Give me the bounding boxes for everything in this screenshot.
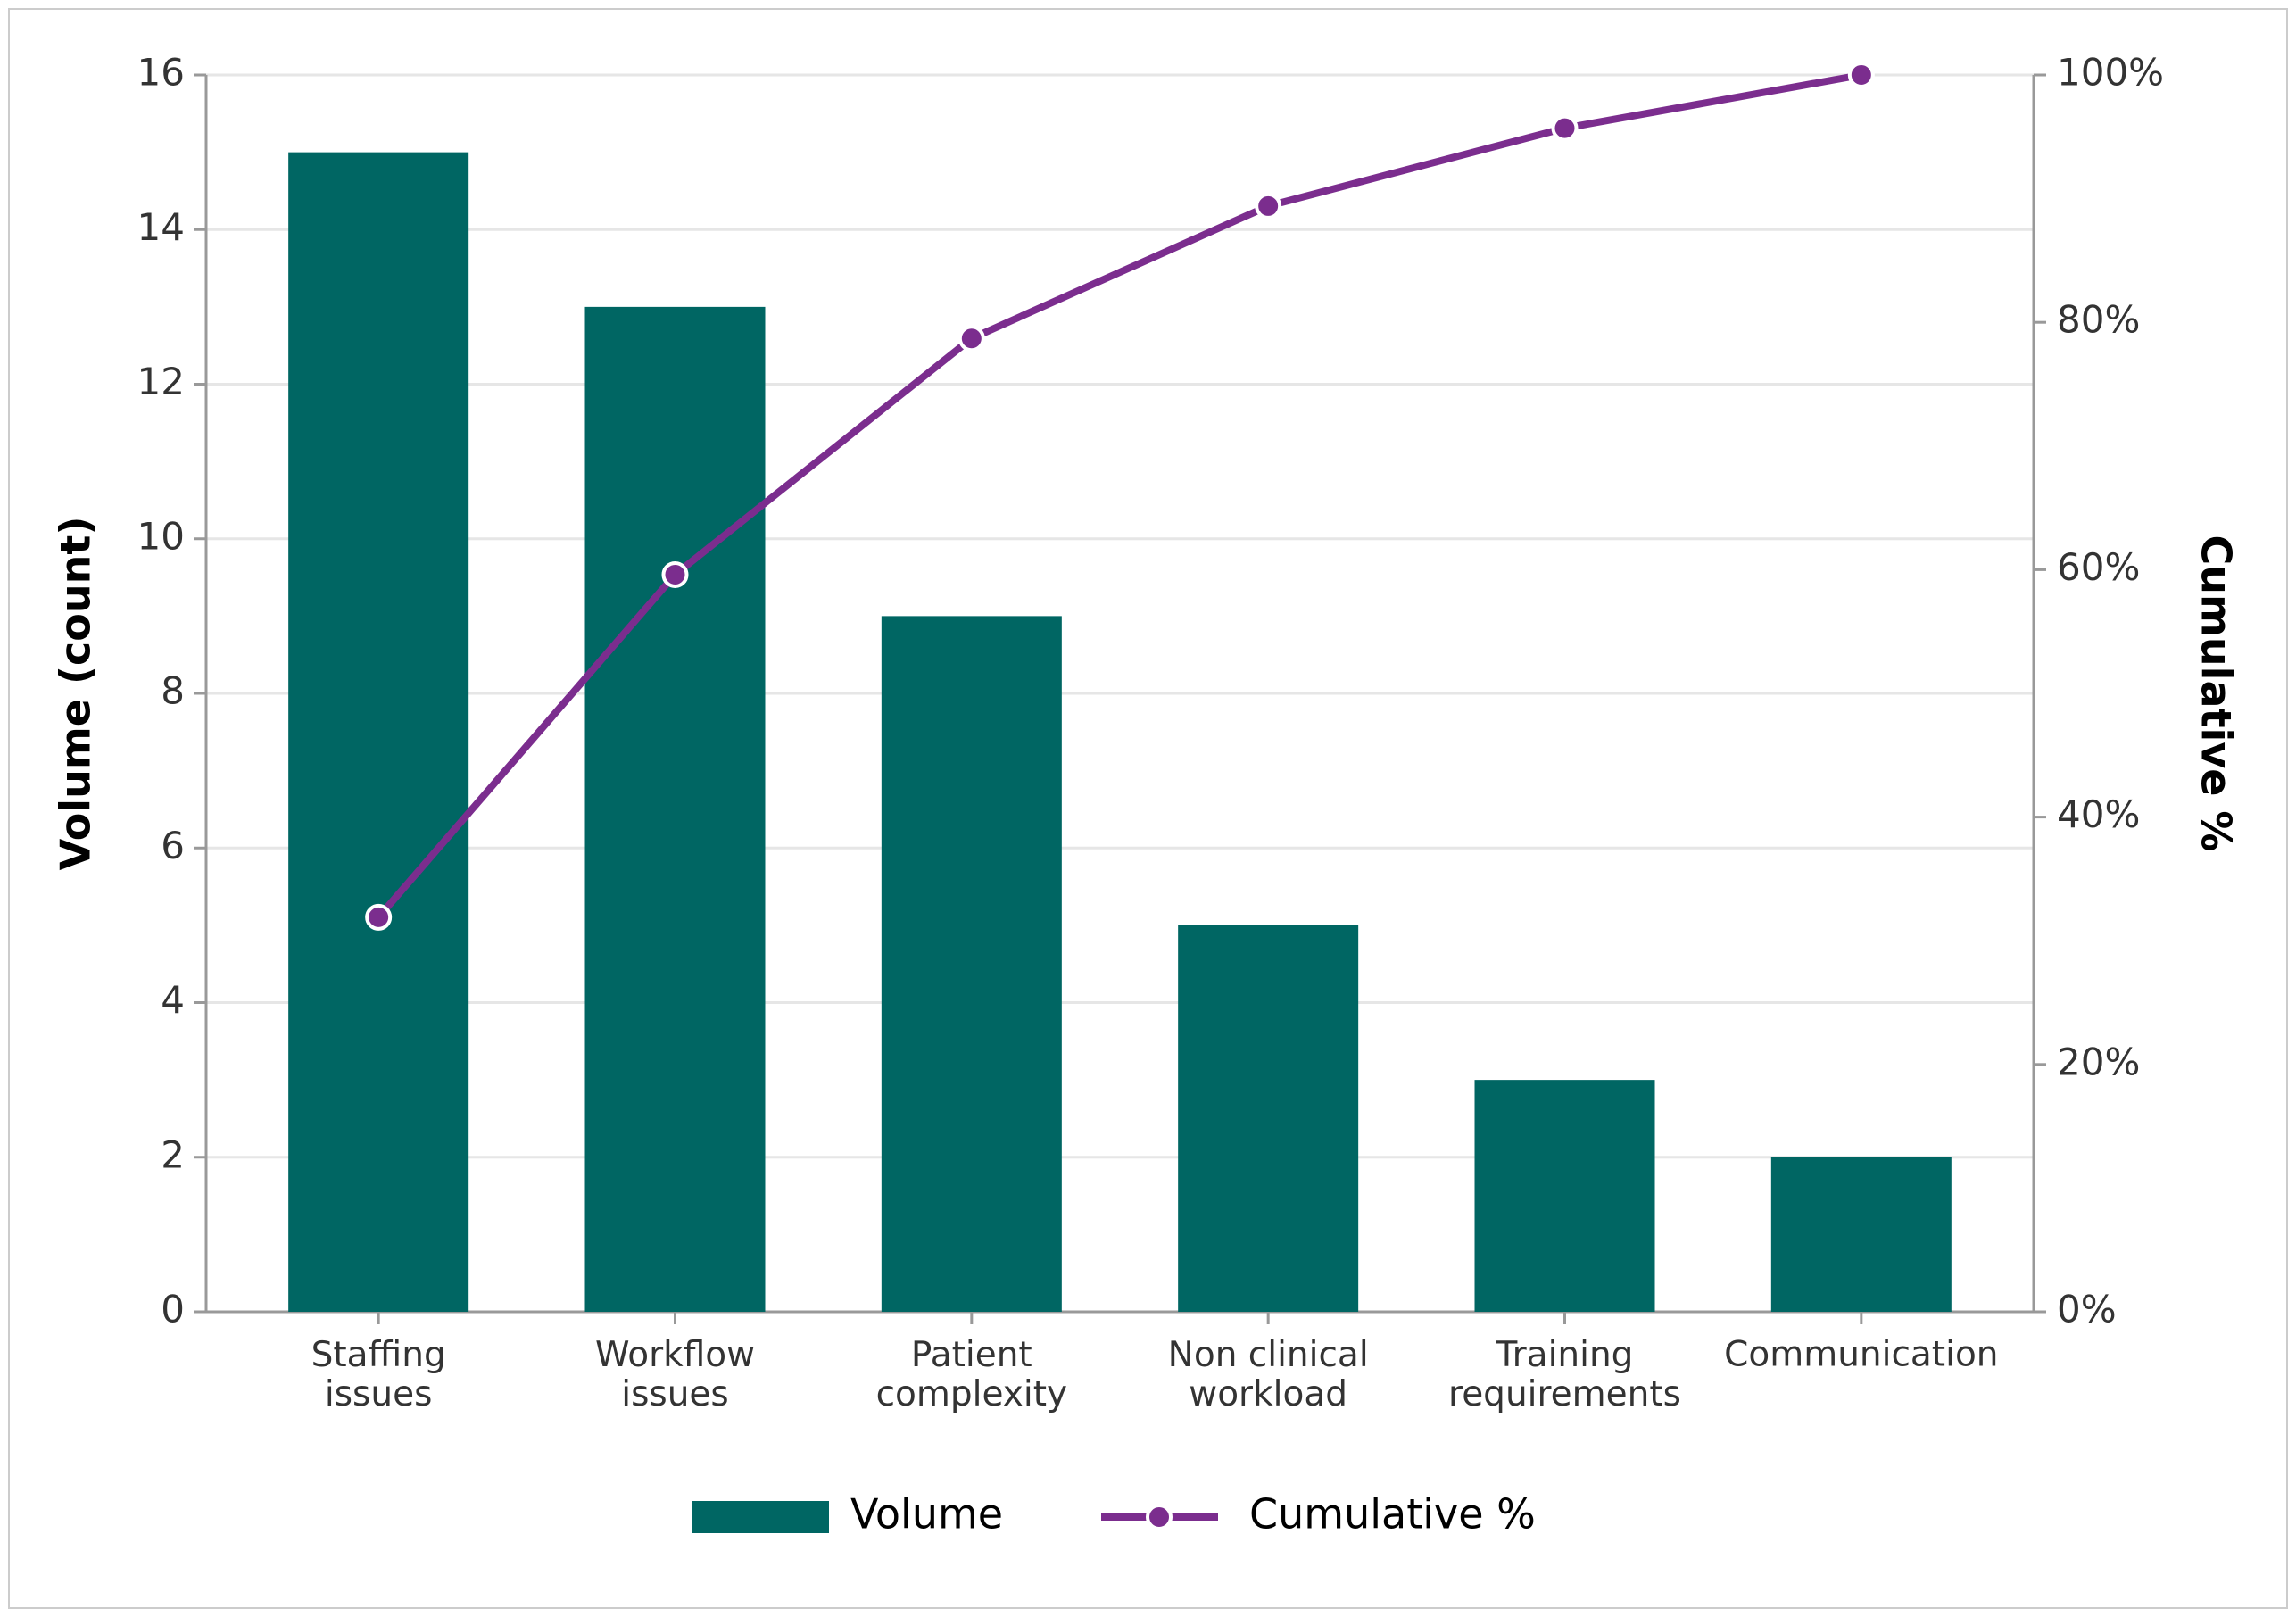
- y-tick-label: 14: [137, 205, 185, 249]
- legend-label: Cumulative %: [1249, 1490, 1536, 1538]
- y-tick-label: 2: [161, 1132, 185, 1176]
- y2-tick-label: 100%: [2057, 51, 2164, 95]
- y-tick-label: 6: [161, 824, 185, 867]
- y-tick-label: 12: [137, 360, 185, 403]
- line-point: [365, 903, 393, 931]
- line-point: [661, 560, 689, 588]
- y-tick-label: 16: [137, 51, 185, 95]
- line-point: [1551, 114, 1579, 142]
- y-tick-label: 10: [137, 514, 185, 558]
- bar: [288, 152, 469, 1312]
- x-tick-label: Workflow issues: [595, 1335, 755, 1414]
- legend-marker: [1146, 1504, 1173, 1530]
- cumulative-line: [376, 71, 1862, 920]
- y2-tick-label: 20%: [2057, 1040, 2140, 1083]
- y2-tick-label: 80%: [2057, 298, 2140, 342]
- bar: [881, 616, 1062, 1312]
- y2-tick-label: 40%: [2057, 792, 2140, 836]
- y2-tick-label: 0%: [2057, 1288, 2117, 1331]
- y-axis-title: Volume (count): [52, 517, 100, 871]
- y-tick-label: 8: [161, 669, 185, 713]
- bar: [1770, 1157, 1952, 1312]
- y-tick-label: 4: [161, 978, 185, 1022]
- legend-swatch: [692, 1501, 829, 1533]
- legend-label: Volume: [850, 1490, 1003, 1538]
- x-tick-label: Communication: [1724, 1335, 1998, 1375]
- bar: [584, 306, 766, 1312]
- x-tick-label: Training requirements: [1448, 1335, 1681, 1414]
- x-tick-label: Staffing issues: [311, 1335, 446, 1414]
- line-point: [1847, 62, 1875, 88]
- bar: [1474, 1080, 1655, 1312]
- x-tick-label: Non clinical workload: [1168, 1335, 1369, 1414]
- y2-tick-label: 60%: [2057, 545, 2140, 589]
- x-tick-label: Patient complexity: [876, 1335, 1067, 1414]
- bar: [1178, 925, 1359, 1312]
- line-point: [1255, 192, 1282, 220]
- y-tick-label: 0: [161, 1288, 185, 1331]
- y2-axis-title: Cumulative %: [2192, 535, 2241, 851]
- line-point: [957, 325, 985, 352]
